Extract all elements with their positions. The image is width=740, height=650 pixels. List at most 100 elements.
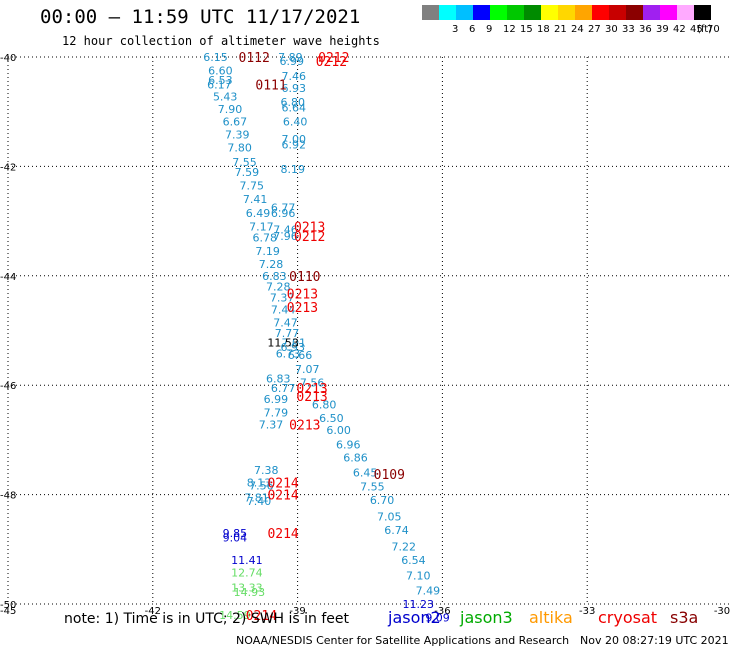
swh-value-label: 7.37 — [259, 419, 284, 432]
pass-time-label: 0214 — [246, 609, 277, 624]
swh-value-label: 6.17 — [207, 78, 232, 91]
legend-swatch — [575, 5, 592, 20]
swh-value-label: 11.53 — [267, 337, 299, 350]
swh-value-label: 7.38 — [254, 464, 279, 477]
swh-value-label: 7.81 — [244, 491, 269, 504]
swh-value-label: 7.55 — [232, 156, 257, 169]
swh-value-label: 12.74 — [231, 566, 263, 579]
swh-value-label: 6.60 — [208, 65, 233, 78]
legend-label: 42 — [673, 24, 686, 35]
pass-time-label: 0212 — [316, 55, 347, 70]
pass-time-label: 0213 — [287, 301, 318, 316]
legend-swatch — [677, 5, 694, 20]
x-tick-label: -39 — [289, 606, 305, 617]
swh-value-label: 7.46 — [273, 223, 298, 236]
swh-value-label: 6.00 — [326, 424, 351, 437]
legend-swatch — [609, 5, 626, 20]
swh-value-label: 7.22 — [392, 541, 417, 554]
swh-value-label: 6.93 — [281, 82, 306, 95]
y-tick-label: -42 — [0, 162, 16, 173]
legend-label: 9 — [486, 24, 493, 35]
swh-value-label: 6.80 — [281, 96, 306, 109]
chart-title: 00:00 – 11:59 UTC 11/17/2021 — [40, 6, 361, 28]
y-tick-label: -46 — [0, 381, 16, 392]
legend-swatch — [473, 5, 490, 20]
swh-value-label: 7.40 — [247, 495, 272, 508]
swh-value-label: 6.66 — [288, 349, 313, 362]
pass-time-label: 0214 — [267, 489, 298, 504]
swh-value-label: 6.83 — [266, 373, 291, 386]
legend-swatch — [643, 5, 660, 20]
swh-value-label: 6.96 — [271, 207, 296, 220]
legend-swatch — [507, 5, 524, 20]
swh-value-label: 6.70 — [370, 494, 395, 507]
swh-value-label: 7.56 — [300, 376, 325, 389]
x-tick-label: -33 — [579, 606, 595, 617]
swh-value-label: 7.07 — [295, 363, 320, 376]
swh-value-label: 7.37 — [270, 292, 295, 305]
corner-lon-label: -45 — [0, 606, 16, 617]
swh-value-label: 6.80 — [312, 398, 337, 411]
swh-value-label: 7.10 — [406, 570, 431, 583]
swh-value-label: 8.13 — [247, 477, 272, 490]
swh-value-label: 7.17 — [249, 221, 274, 234]
swh-value-label: 7.00 — [281, 133, 306, 146]
generated-timestamp: Nov 20 08:27:19 UTC 2021 — [580, 634, 729, 647]
satellite-name-jason3: jason3 — [460, 608, 513, 627]
swh-value-label: 6.92 — [281, 139, 306, 152]
swh-value-label: 6.99 — [264, 393, 289, 406]
swh-value-label: 14.59 — [219, 609, 251, 622]
swh-value-label: 6.78 — [253, 232, 278, 245]
legend-swatch — [541, 5, 558, 20]
swh-value-label: 7.59 — [235, 166, 260, 179]
legend-swatch — [490, 5, 507, 20]
swh-value-label: 5.43 — [213, 90, 238, 103]
swh-value-label: 13.33 — [231, 582, 263, 595]
credit-text: NOAA/NESDIS Center for Satellite Applica… — [236, 634, 570, 647]
pass-time-label: 0110 — [289, 270, 320, 285]
legend-label: 12 — [503, 24, 516, 35]
swh-value-label: 7.44 — [271, 304, 296, 317]
swh-value-label: 6.77 — [271, 382, 296, 395]
satellite-name-s3a: s3a — [670, 608, 699, 627]
legend-label: 15 — [520, 24, 533, 35]
legend-label: 33 — [622, 24, 635, 35]
swh-value-label: 11.23 — [403, 598, 435, 611]
swh-value-label: 7.80 — [227, 141, 252, 154]
satellite-name-cryosat: cryosat — [598, 608, 658, 627]
legend-label: 21 — [554, 24, 567, 35]
pass-time-label: 0111 — [255, 78, 286, 93]
legend-swatch — [592, 5, 609, 20]
pass-time-label: 0214 — [267, 527, 298, 542]
swh-value-label: 7.28 — [266, 281, 291, 294]
swh-value-label: 6.96 — [336, 438, 361, 451]
legend-label: 27 — [588, 24, 601, 35]
swh-value-label: 6.64 — [281, 101, 306, 114]
swh-value-label: 7.75 — [239, 180, 264, 193]
swh-value-label: 6.53 — [208, 74, 233, 87]
swh-value-label: 6.45 — [353, 467, 378, 480]
swh-value-label: 6.49 — [246, 207, 271, 220]
legend-swatch — [524, 5, 541, 20]
swh-value-label: 7.77 — [275, 327, 300, 340]
pass-time-label: 0213 — [287, 287, 318, 302]
swh-value-label: 6.50 — [319, 412, 344, 425]
y-tick-label: -48 — [0, 491, 16, 502]
swh-value-label: 7.39 — [225, 129, 250, 142]
swh-value-label: 7.90 — [218, 103, 243, 116]
swh-value-label: 7.05 — [377, 510, 402, 523]
pass-time-label: 0213 — [296, 382, 327, 397]
pass-time-label: 0214 — [267, 477, 298, 492]
pass-time-label: 0213 — [289, 419, 320, 434]
pass-time-label: 0213 — [296, 390, 327, 405]
pass-time-label: 0213 — [294, 221, 325, 236]
legend-label: 36 — [639, 24, 652, 35]
x-tick-label: -36 — [434, 606, 450, 617]
satellite-name-altika: altika — [529, 608, 573, 627]
swh-value-label: 6.83 — [262, 270, 287, 283]
satellite-name-jason2: jason2 — [388, 608, 441, 627]
swh-value-label: 6.15 — [203, 51, 228, 64]
legend-label: 39 — [656, 24, 669, 35]
legend-label: 24 — [571, 24, 584, 35]
